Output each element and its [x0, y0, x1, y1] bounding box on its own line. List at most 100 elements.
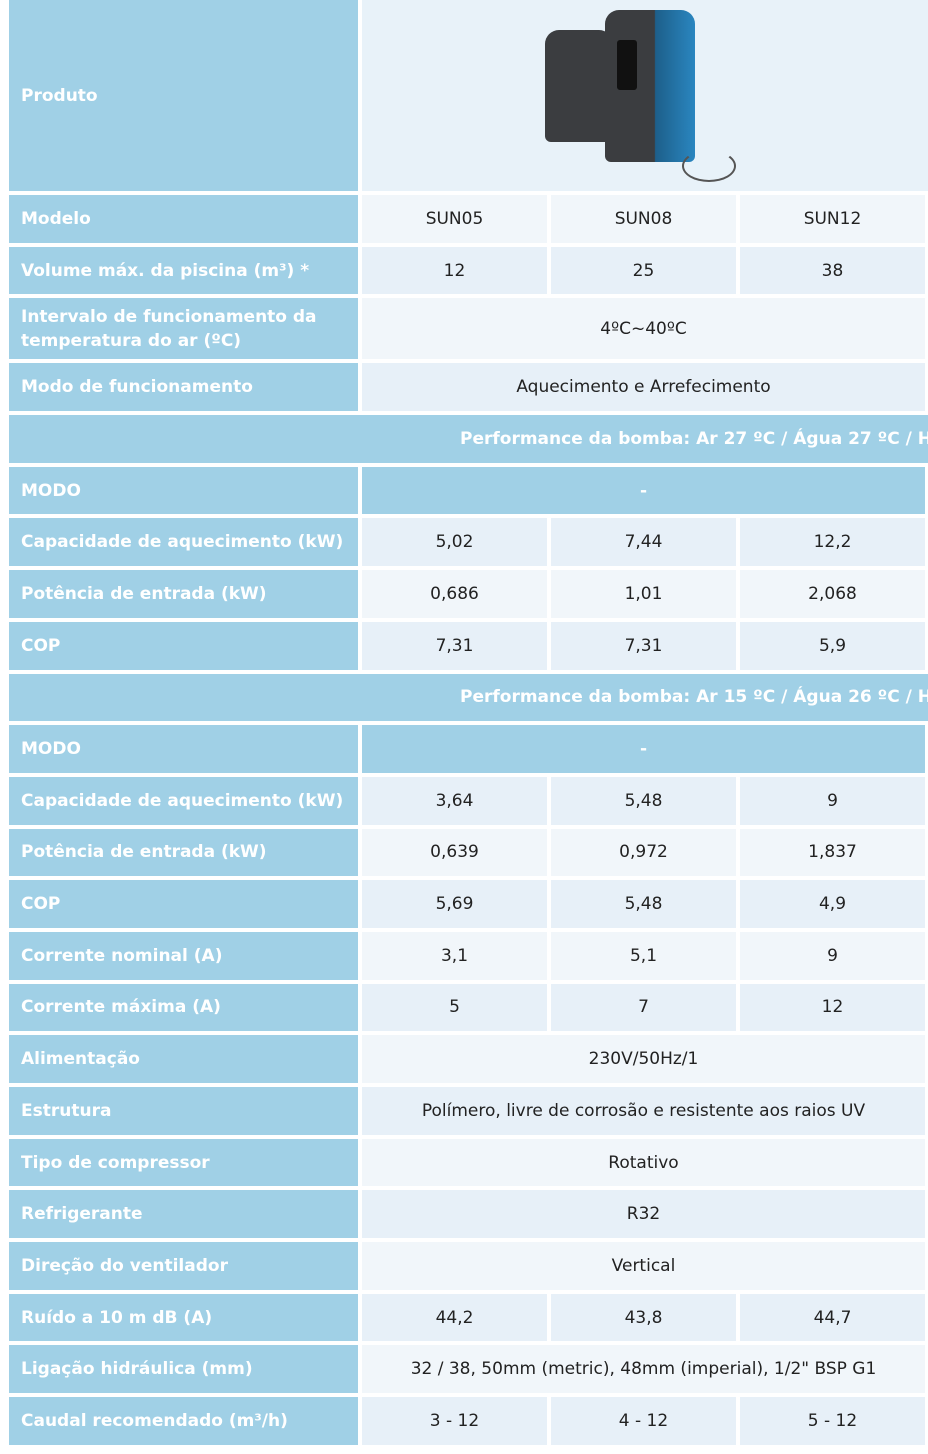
cell-value: 9 [740, 931, 925, 980]
cell-value: 5,48 [551, 776, 736, 825]
cell-value: 0,972 [551, 828, 736, 877]
table-row: Caudal recomendado (m³/h) 3 - 12 4 - 12 5 -… [9, 1397, 928, 1445]
cell-value: SUN12 [740, 195, 925, 243]
row-label: Capacidade de aquecimento (kW) [9, 518, 358, 567]
row-label: COP [9, 880, 358, 928]
heat-pump-small [545, 30, 613, 142]
cell-value: 5,48 [551, 880, 736, 928]
cell-value: 1,837 [740, 828, 925, 877]
row-label: MODO [9, 466, 358, 515]
table-row: COP 7,31 7,31 5,9 [9, 621, 928, 670]
row-label: Ligação hidráulica (mm) [9, 1345, 358, 1394]
cell-value: 3,64 [362, 776, 547, 825]
cell-value: 0,639 [362, 828, 547, 877]
cell-value-span: Aquecimento e Arrefecimento [362, 363, 925, 412]
table-row: Estrutura Polímero, livre de corrosão e r… [9, 1087, 928, 1135]
table-row: Ligação hidráulica (mm) 32 / 38, 50mm (me… [9, 1345, 928, 1394]
row-label: Modelo [9, 195, 358, 243]
cell-value-span: 230V/50Hz/1 [362, 1035, 925, 1083]
row-label: Refrigerante [9, 1190, 358, 1239]
row-label: Caudal recomendado (m³/h) [9, 1397, 358, 1445]
cell-value: 4,9 [740, 880, 925, 928]
section-header: Performance da bomba: Ar 15 ºC / Água 26… [9, 673, 928, 722]
table-row: Corrente nominal (A) 3,1 5,1 9 [9, 931, 928, 980]
cell-value-span: R32 [362, 1190, 925, 1239]
row-label: Produto [9, 0, 358, 191]
row-label: Potência de entrada (kW) [9, 570, 358, 618]
table-row: MODO - [9, 725, 928, 773]
cell-value: 3 - 12 [362, 1397, 547, 1445]
cell-value-span: 4ºC~40ºC [362, 298, 925, 360]
cell-value: 5 - 12 [740, 1397, 925, 1445]
cell-value: 2,068 [740, 570, 925, 618]
cell-value: 5,69 [362, 880, 547, 928]
table-row: Performance da bomba: Ar 27 ºC / Água 27… [9, 415, 928, 463]
cell-value: 44,2 [362, 1293, 547, 1342]
table-row: Tipo de compressor Rotativo [9, 1138, 928, 1187]
cell-value: 5,02 [362, 518, 547, 567]
table-row: Performance da bomba: Ar 15 ºC / Água 26… [9, 673, 928, 722]
cell-value: 44,7 [740, 1293, 925, 1342]
cell-value-span: Rotativo [362, 1138, 925, 1187]
cell-value: 7,31 [551, 621, 736, 670]
cell-value: 1,01 [551, 570, 736, 618]
cell-value: 12 [740, 983, 925, 1032]
row-label: Capacidade de aquecimento (kW) [9, 776, 358, 825]
cell-value: 7 [551, 983, 736, 1032]
row-label: Intervalo de funcionamento da temperatur… [9, 298, 358, 360]
table-row: Direção do ventilador Vertical [9, 1242, 928, 1290]
cell-value: 3,1 [362, 931, 547, 980]
cell-value-span: Vertical [362, 1242, 925, 1290]
cell-value: 9 [740, 776, 925, 825]
cell-value: 38 [740, 246, 925, 295]
product-image [362, 0, 928, 191]
row-label: Direção do ventilador [9, 1242, 358, 1290]
table-row: Intervalo de funcionamento da temperatur… [9, 298, 928, 360]
table-row-product: Produto [9, 0, 928, 191]
cell-value: 25 [551, 246, 736, 295]
table-row: MODO - [9, 466, 928, 515]
row-label: COP [9, 621, 358, 670]
cell-value: 5,9 [740, 621, 925, 670]
mode-value: - [362, 466, 925, 515]
row-label: Corrente máxima (A) [9, 983, 358, 1032]
cell-value-span: 32 / 38, 50mm (metric), 48mm (imperial),… [362, 1345, 925, 1394]
cell-value: 4 - 12 [551, 1397, 736, 1445]
table-row: Potência de entrada (kW) 0,686 1,01 2,068 [9, 570, 928, 618]
cell-value: 7,44 [551, 518, 736, 567]
cell-value: SUN08 [551, 195, 736, 243]
section-header: Performance da bomba: Ar 27 ºC / Água 27… [9, 415, 928, 463]
table-row: Volume máx. da piscina (m³) * 12 25 38 [9, 246, 928, 295]
cell-value: 5 [362, 983, 547, 1032]
power-cable [682, 150, 736, 182]
table-row: Ruído a 10 m dB (A) 44,2 43,8 44,7 [9, 1293, 928, 1342]
cell-value: 43,8 [551, 1293, 736, 1342]
cell-value: 7,31 [362, 621, 547, 670]
row-label: Estrutura [9, 1087, 358, 1135]
table-row: Potência de entrada (kW) 0,639 0,972 1,837 [9, 828, 928, 877]
table-row: Alimentação 230V/50Hz/1 [9, 1035, 928, 1083]
table-row: Corrente máxima (A) 5 7 12 [9, 983, 928, 1032]
row-label: Potência de entrada (kW) [9, 828, 358, 877]
spec-table: Produto Modelo SUN05 SUN08 SUN12 Volume máx.… [9, 0, 928, 1445]
mode-value: - [362, 725, 925, 773]
table-row: COP 5,69 5,48 4,9 [9, 880, 928, 928]
row-label: Corrente nominal (A) [9, 931, 358, 980]
table-row: Refrigerante R32 [9, 1190, 928, 1239]
row-label: MODO [9, 725, 358, 773]
cell-value: 12,2 [740, 518, 925, 567]
row-label: Ruído a 10 m dB (A) [9, 1293, 358, 1342]
row-label: Volume máx. da piscina (m³) * [9, 246, 358, 295]
table-row: Capacidade de aquecimento (kW) 5,02 7,44 12… [9, 518, 928, 567]
table-row: Modelo SUN05 SUN08 SUN12 [9, 195, 928, 243]
cell-value: SUN05 [362, 195, 547, 243]
cell-value: 12 [362, 246, 547, 295]
cell-value: 0,686 [362, 570, 547, 618]
row-label: Alimentação [9, 1035, 358, 1083]
row-label: Modo de funcionamento [9, 363, 358, 412]
table-row: Modo de funcionamento Aquecimento e Arref… [9, 363, 928, 412]
row-label: Tipo de compressor [9, 1138, 358, 1187]
table-row: Capacidade de aquecimento (kW) 3,64 5,48 9 [9, 776, 928, 825]
display-panel [617, 40, 637, 90]
cell-value: 5,1 [551, 931, 736, 980]
